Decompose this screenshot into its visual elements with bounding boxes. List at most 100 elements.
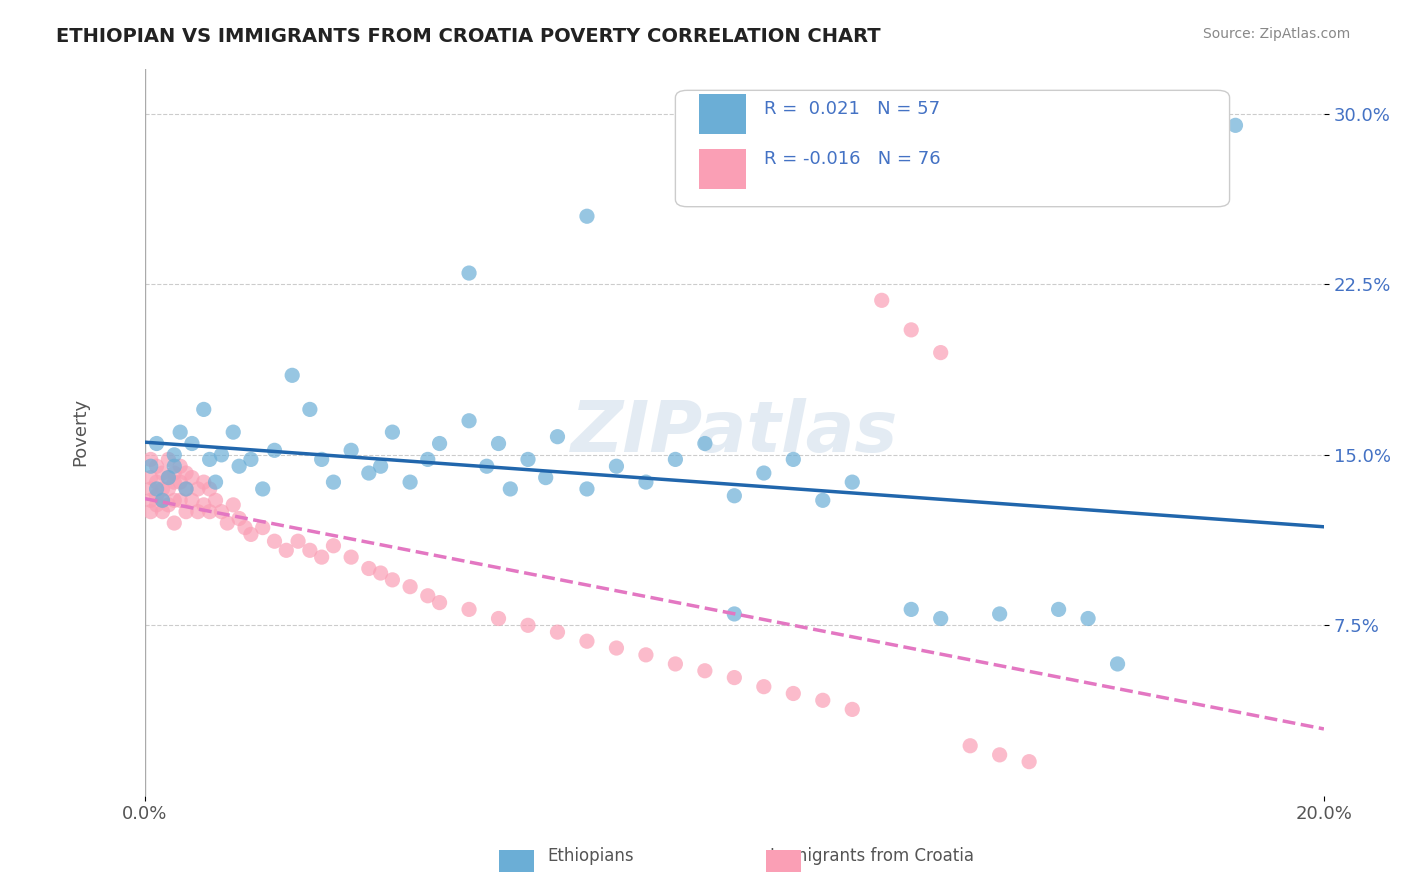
- Point: [152, 482, 174, 496]
- Point: [139, 459, 162, 474]
- Point: [988, 607, 1011, 621]
- Point: [534, 470, 557, 484]
- Point: [357, 561, 380, 575]
- Point: [209, 448, 232, 462]
- Point: [169, 475, 191, 490]
- Point: [929, 345, 952, 359]
- Point: [145, 459, 167, 474]
- Point: [252, 520, 274, 534]
- Point: [139, 493, 162, 508]
- Point: [370, 459, 392, 474]
- Point: [157, 470, 180, 484]
- Point: [959, 739, 981, 753]
- Point: [152, 493, 174, 508]
- Point: [1018, 755, 1040, 769]
- Point: [664, 452, 686, 467]
- Point: [298, 543, 321, 558]
- Point: [399, 475, 422, 490]
- Point: [163, 448, 186, 462]
- Text: R =  0.021   N = 57: R = 0.021 N = 57: [763, 100, 941, 118]
- Point: [1107, 657, 1129, 671]
- Point: [193, 475, 215, 490]
- Text: R = -0.016   N = 76: R = -0.016 N = 76: [763, 151, 941, 169]
- Point: [139, 452, 162, 467]
- Point: [263, 443, 285, 458]
- Point: [340, 443, 363, 458]
- FancyBboxPatch shape: [699, 148, 747, 188]
- Point: [605, 459, 627, 474]
- Point: [174, 482, 197, 496]
- Point: [841, 702, 863, 716]
- Text: ZIPatlas: ZIPatlas: [571, 398, 898, 467]
- Point: [575, 634, 598, 648]
- Y-axis label: Poverty: Poverty: [72, 398, 89, 467]
- Point: [163, 475, 186, 490]
- Point: [169, 459, 191, 474]
- Point: [263, 534, 285, 549]
- Point: [209, 505, 232, 519]
- Point: [370, 566, 392, 580]
- Point: [193, 498, 215, 512]
- Point: [163, 466, 186, 480]
- Point: [870, 293, 893, 308]
- Point: [239, 527, 262, 541]
- Point: [311, 452, 333, 467]
- Point: [311, 550, 333, 565]
- Point: [752, 680, 775, 694]
- Point: [157, 470, 180, 484]
- Point: [488, 436, 510, 450]
- Point: [900, 602, 922, 616]
- Point: [157, 452, 180, 467]
- Point: [204, 493, 226, 508]
- Point: [222, 425, 245, 439]
- Point: [1077, 611, 1099, 625]
- Point: [900, 323, 922, 337]
- Point: [139, 482, 162, 496]
- Text: Source: ZipAtlas.com: Source: ZipAtlas.com: [1202, 27, 1350, 41]
- Point: [276, 543, 298, 558]
- Point: [499, 482, 522, 496]
- Point: [693, 436, 716, 450]
- Point: [187, 482, 209, 496]
- Point: [145, 475, 167, 490]
- Point: [458, 266, 481, 280]
- Point: [782, 686, 804, 700]
- Point: [157, 482, 180, 496]
- Point: [1047, 602, 1070, 616]
- Point: [929, 611, 952, 625]
- Point: [605, 640, 627, 655]
- Text: Immigrants from Croatia: Immigrants from Croatia: [769, 847, 974, 865]
- Point: [517, 618, 540, 632]
- Point: [239, 452, 262, 467]
- Point: [252, 482, 274, 496]
- Point: [381, 573, 404, 587]
- Point: [198, 482, 221, 496]
- Point: [157, 498, 180, 512]
- Point: [139, 505, 162, 519]
- Point: [782, 452, 804, 467]
- Point: [458, 414, 481, 428]
- Point: [399, 580, 422, 594]
- Point: [429, 436, 451, 450]
- Point: [547, 430, 569, 444]
- Point: [381, 425, 404, 439]
- Point: [145, 436, 167, 450]
- Point: [152, 505, 174, 519]
- Point: [169, 425, 191, 439]
- Point: [163, 459, 186, 474]
- Point: [152, 493, 174, 508]
- Point: [139, 470, 162, 484]
- Point: [281, 368, 304, 383]
- Point: [1225, 119, 1247, 133]
- Point: [233, 520, 256, 534]
- Point: [458, 602, 481, 616]
- Point: [181, 470, 204, 484]
- Point: [416, 452, 439, 467]
- Point: [322, 475, 344, 490]
- Point: [475, 459, 498, 474]
- Point: [222, 498, 245, 512]
- Point: [634, 648, 657, 662]
- Point: [198, 505, 221, 519]
- Point: [693, 664, 716, 678]
- Point: [174, 505, 197, 519]
